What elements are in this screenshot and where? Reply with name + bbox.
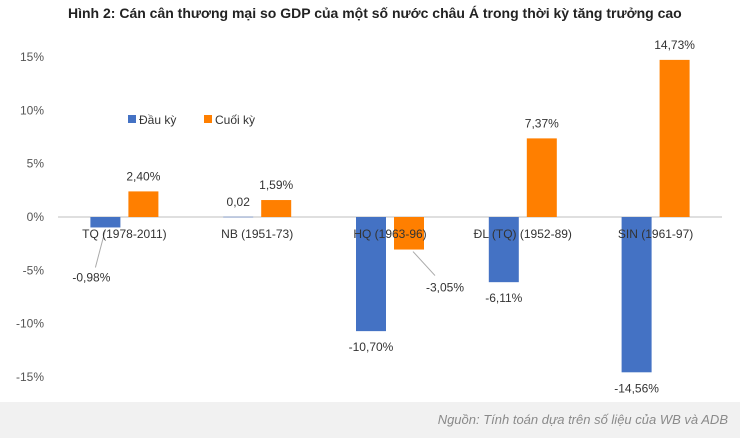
leader-line [94, 229, 106, 268]
legend-swatch [204, 115, 212, 123]
category-label: NB (1951-73) [221, 227, 293, 241]
bar [659, 59, 690, 217]
data-label: -10,70% [349, 340, 394, 354]
y-tick-label: 0% [27, 210, 45, 224]
bar [621, 217, 652, 373]
category-label: ĐL (TQ) (1952-89) [474, 227, 572, 241]
bar [128, 191, 159, 217]
legend-label: Cuối kỳ [215, 113, 255, 127]
y-tick-label: -15% [16, 370, 44, 384]
legend-swatch [128, 115, 136, 123]
bar-chart: 15% 10% 5% 0% -5% -10% -15% -0,98% 2,40% TQ (1978… [16, 38, 722, 395]
source-footer: Nguồn: Tính toán dựa trên số liệu của WB… [0, 402, 740, 438]
source-note: Nguồn: Tính toán dựa trên số liệu của WB… [437, 412, 728, 427]
bar [261, 200, 292, 217]
bar [223, 216, 254, 218]
category-label: TQ (1978-2011) [82, 227, 167, 241]
data-label: 1,59% [259, 178, 293, 192]
y-tick-label: 5% [27, 157, 45, 171]
bar [526, 138, 557, 217]
bar [394, 217, 424, 250]
data-label: -0,98% [72, 270, 110, 284]
leader-line [412, 251, 436, 276]
data-label: -3,05% [426, 281, 464, 295]
category-label: SIN (1961-97) [618, 227, 693, 241]
data-label: 7,37% [525, 116, 559, 130]
bar [488, 217, 519, 283]
bar [356, 217, 386, 332]
y-tick-label: -5% [23, 263, 45, 277]
legend-label: Đầu kỳ [139, 113, 176, 127]
data-label: 2,40% [126, 169, 160, 183]
y-tick-label: 15% [20, 50, 44, 64]
y-tick-label: -10% [16, 317, 44, 331]
data-label: 0,02 [227, 195, 251, 209]
bar [90, 217, 121, 228]
category-label: HQ (1963-96) [353, 227, 426, 241]
chart-title: Hình 2: Cán cân thương mại so GDP của mộ… [68, 5, 682, 21]
data-label: -6,11% [485, 291, 522, 305]
data-label: 14,73% [654, 38, 695, 52]
y-tick-label: 10% [20, 103, 44, 117]
data-label: -14,56% [614, 381, 659, 395]
